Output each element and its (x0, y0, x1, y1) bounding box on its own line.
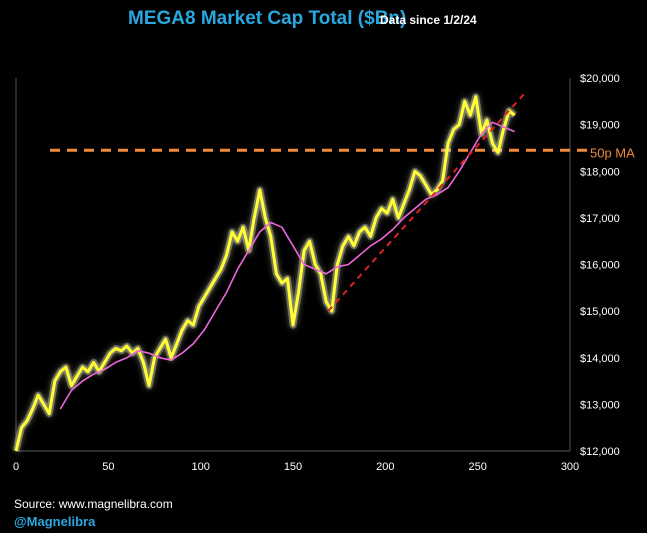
y-tick-label: $19,000 (580, 120, 620, 132)
moving-average-line (59, 121, 515, 410)
reference-line-group: 50p MA (50, 145, 635, 160)
y-tick-label: $17,000 (580, 213, 620, 225)
chart-subtitle: Data since 1/2/24 (380, 13, 477, 27)
support-trendline (327, 93, 525, 312)
series-group (12, 93, 517, 452)
y-tick-label: $14,000 (580, 353, 620, 365)
x-tick-label: 50 (102, 461, 114, 473)
chart-title: MEGA8 Market Cap Total ($Bn) (128, 8, 407, 29)
y-tick-label: $13,000 (580, 399, 620, 411)
y-tick-label: $16,000 (580, 260, 620, 272)
x-tick-label: 250 (468, 461, 486, 473)
y-tick-label: $12,000 (580, 446, 620, 458)
author-handle: @Magnelibra (14, 514, 96, 529)
y-tick-label: $15,000 (580, 306, 620, 318)
reference-line-label: 50p MA (590, 145, 635, 160)
x-tick-label: 200 (376, 461, 394, 473)
x-tick-label: 0 (13, 461, 19, 473)
x-tick-label: 100 (191, 461, 209, 473)
x-tick-label: 300 (561, 461, 579, 473)
y-tick-label: $18,000 (580, 166, 620, 178)
trendline-group (327, 93, 525, 312)
x-tick-label: 150 (284, 461, 302, 473)
axes (15, 78, 571, 452)
source-note: Source: www.magnelibra.com (14, 497, 173, 511)
tick-labels: 0 50 100 150 200 250 300$12,000 $13,000 $14,000 $… (13, 73, 620, 473)
y-tick-label: $20,000 (580, 73, 620, 85)
